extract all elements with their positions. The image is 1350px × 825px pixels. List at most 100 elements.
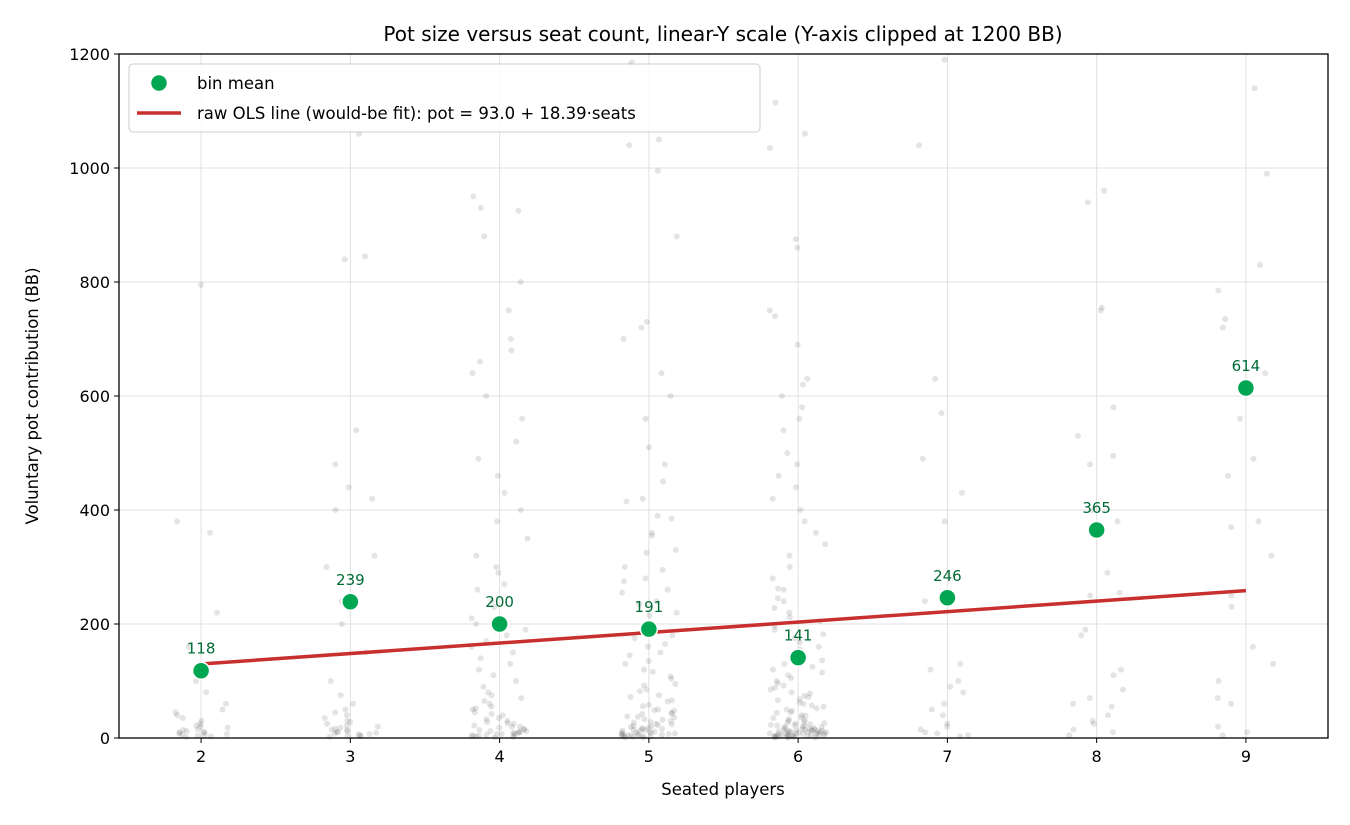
raw-point <box>671 707 678 714</box>
raw-point <box>823 729 830 736</box>
raw-point <box>508 347 515 354</box>
raw-point <box>1214 695 1221 702</box>
raw-point <box>619 589 626 596</box>
x-tick-label: 8 <box>1092 747 1102 766</box>
raw-point <box>785 672 792 679</box>
raw-point <box>786 564 793 570</box>
raw-point <box>653 598 660 605</box>
raw-point <box>1215 678 1222 684</box>
raw-point <box>174 518 181 525</box>
raw-point <box>792 730 799 737</box>
raw-point <box>343 727 350 734</box>
raw-point <box>774 732 781 739</box>
raw-point <box>806 690 813 697</box>
raw-point <box>821 730 828 737</box>
raw-point <box>180 727 187 734</box>
raw-point <box>955 678 962 684</box>
raw-point <box>1116 589 1123 596</box>
legend: bin mean raw OLS line (would-be fit): po… <box>128 63 761 133</box>
raw-point <box>486 700 493 707</box>
raw-point <box>507 336 514 342</box>
raw-point <box>780 427 787 434</box>
raw-point <box>787 709 794 716</box>
raw-point <box>792 236 799 243</box>
raw-point <box>1074 432 1081 439</box>
raw-point <box>822 541 829 548</box>
raw-point <box>785 716 792 723</box>
raw-point <box>665 731 672 738</box>
raw-point <box>504 720 511 727</box>
raw-point <box>813 731 820 738</box>
raw-point <box>493 564 500 570</box>
raw-point <box>820 631 827 638</box>
raw-point <box>668 697 675 704</box>
raw-point <box>796 696 803 703</box>
raw-point <box>804 732 811 739</box>
raw-point <box>1078 632 1085 639</box>
legend-ols-label: raw OLS line (would-be fit): pot = 93.0 … <box>197 104 636 123</box>
raw-point <box>332 709 339 716</box>
raw-point <box>781 724 788 731</box>
raw-point <box>672 680 679 687</box>
raw-point <box>801 130 808 137</box>
raw-point <box>794 244 801 251</box>
raw-point <box>667 717 674 724</box>
raw-point <box>522 626 529 633</box>
y-tick-label: 800 <box>79 273 110 292</box>
raw-point <box>957 660 964 667</box>
raw-point <box>772 313 779 320</box>
raw-point <box>813 705 820 712</box>
raw-point <box>619 730 626 737</box>
raw-point <box>804 728 811 735</box>
raw-points <box>172 56 1277 741</box>
x-tick-label: 3 <box>345 747 355 766</box>
raw-point <box>1219 324 1226 331</box>
bin-mean-label: 118 <box>187 640 216 658</box>
raw-point <box>673 609 680 616</box>
raw-point <box>668 515 675 522</box>
raw-point <box>651 728 658 735</box>
raw-point <box>788 675 795 682</box>
raw-point <box>661 461 668 468</box>
raw-point <box>807 731 814 738</box>
raw-point <box>932 375 939 382</box>
raw-point <box>668 709 675 716</box>
raw-point <box>773 678 780 684</box>
raw-point <box>659 716 666 723</box>
raw-point <box>1114 518 1121 525</box>
raw-point <box>516 728 523 735</box>
raw-point <box>516 729 523 736</box>
raw-point <box>668 675 675 682</box>
raw-point <box>784 719 791 726</box>
raw-point <box>373 729 380 736</box>
raw-point <box>473 621 480 627</box>
raw-point <box>673 233 680 240</box>
raw-point <box>781 726 788 733</box>
raw-point <box>919 455 926 462</box>
raw-point <box>801 717 808 724</box>
raw-point <box>657 649 664 656</box>
raw-point <box>366 731 373 738</box>
raw-point <box>513 678 520 684</box>
raw-point <box>620 578 627 585</box>
raw-point <box>222 700 229 707</box>
raw-point <box>481 233 488 240</box>
raw-point <box>927 666 934 673</box>
raw-point <box>324 720 331 727</box>
raw-point <box>374 723 381 730</box>
raw-point <box>796 699 803 706</box>
raw-point <box>781 660 788 667</box>
x-tick-label: 7 <box>942 747 952 766</box>
raw-point <box>1087 592 1094 599</box>
raw-point <box>941 518 948 525</box>
raw-point <box>1088 507 1095 513</box>
raw-point <box>194 732 201 739</box>
raw-point <box>185 643 192 650</box>
raw-point <box>659 725 666 732</box>
raw-point <box>523 728 530 735</box>
raw-point <box>520 726 527 733</box>
raw-point <box>513 438 520 445</box>
raw-point <box>630 727 637 734</box>
raw-point <box>809 663 816 670</box>
